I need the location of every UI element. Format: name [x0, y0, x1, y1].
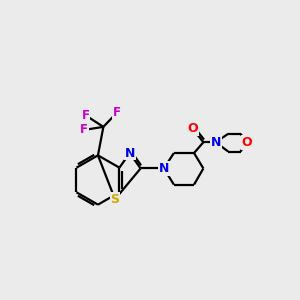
Text: F: F	[112, 106, 121, 119]
Text: N: N	[124, 146, 135, 160]
Text: S: S	[110, 193, 119, 206]
Text: O: O	[187, 122, 198, 135]
Text: O: O	[242, 136, 252, 149]
Text: N: N	[211, 136, 221, 149]
Text: N: N	[159, 162, 169, 175]
Text: F: F	[82, 109, 90, 122]
Text: F: F	[80, 123, 88, 136]
